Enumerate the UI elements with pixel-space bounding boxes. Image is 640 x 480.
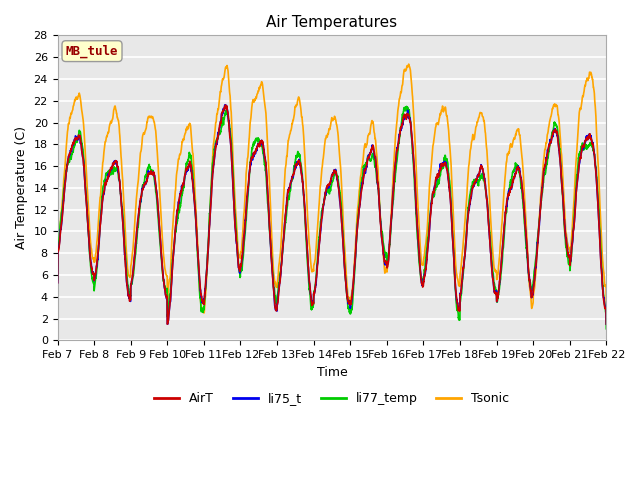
AirT [455,305,463,311]
X-axis label: Time: Time [317,366,348,379]
li77_temp [602,309,609,315]
li77_temp [602,326,610,332]
li75_t [486,245,494,251]
Line: li77_temp: li77_temp [58,107,606,329]
AirT [602,321,610,327]
Legend: AirT, li75_t, li77_temp, Tsonic: AirT, li75_t, li77_temp, Tsonic [149,387,515,410]
Tsonic [602,305,610,311]
li75_t [54,280,61,286]
AirT [54,280,61,286]
AirT [163,321,171,327]
li75_t [152,186,160,192]
Line: li75_t: li75_t [58,105,606,324]
Y-axis label: Air Temperature (C): Air Temperature (C) [15,126,28,250]
Line: AirT: AirT [58,105,606,324]
li77_temp [455,315,463,321]
Line: Tsonic: Tsonic [58,64,606,313]
li75_t [602,307,610,312]
AirT [312,282,319,288]
li77_temp [486,232,494,238]
Tsonic [152,134,160,140]
li77_temp [425,230,433,236]
Tsonic [405,61,413,67]
Tsonic [425,199,433,204]
AirT [602,306,610,312]
li75_t [455,305,463,311]
AirT [425,235,433,240]
Title: Air Temperatures: Air Temperatures [266,15,397,30]
Tsonic [54,276,61,282]
Tsonic [200,310,208,316]
Tsonic [455,282,463,288]
li75_t [425,237,433,242]
li75_t [602,321,610,327]
Tsonic [312,253,319,259]
AirT [221,102,229,108]
li75_t [312,282,319,288]
li77_temp [54,276,61,282]
Tsonic [486,206,494,212]
li75_t [221,102,229,108]
Tsonic [602,284,610,289]
li77_temp [403,104,410,109]
li75_t [163,321,171,327]
AirT [486,244,494,250]
li77_temp [312,281,319,287]
AirT [152,186,160,192]
Text: MB_tule: MB_tule [66,45,118,58]
li77_temp [152,191,160,197]
